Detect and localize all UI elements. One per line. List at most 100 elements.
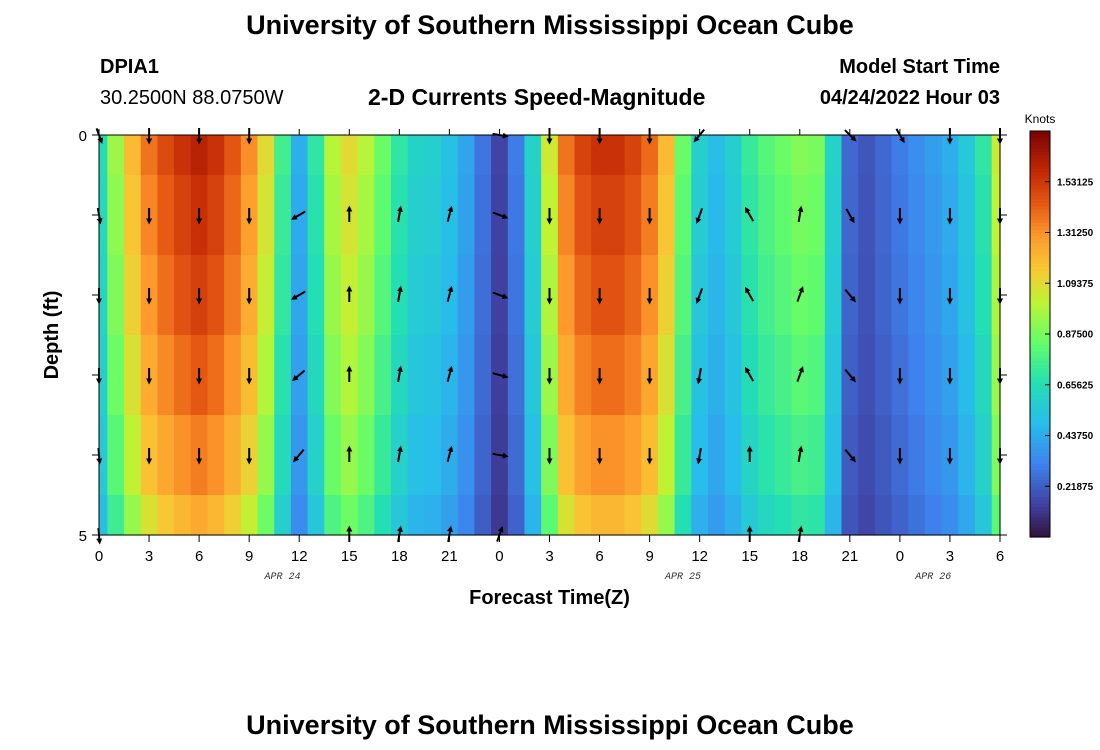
- heat-cell: [274, 255, 292, 336]
- colorbar-segment: [1030, 178, 1050, 183]
- heat-cell: [657, 175, 676, 256]
- heat-cell: [357, 415, 375, 496]
- current-vector-arrow: [744, 286, 755, 302]
- heat-cell: [457, 415, 476, 496]
- heat-cell: [758, 495, 776, 536]
- heat-cell: [641, 135, 659, 176]
- current-vector-arrow: [744, 206, 755, 222]
- heat-cell: [157, 135, 175, 176]
- colorbar-segment: [1030, 215, 1050, 220]
- heat-cell: [874, 255, 893, 336]
- heat-cell: [274, 415, 292, 496]
- heat-cell: [357, 135, 375, 176]
- heat-cell: [657, 495, 676, 536]
- colorbar-tick-label: 0.87500: [1057, 330, 1094, 341]
- colorbar-segment: [1030, 530, 1050, 535]
- heat-cell: [858, 335, 876, 416]
- heat-cell: [624, 495, 642, 536]
- colorbar-segment: [1030, 303, 1050, 308]
- heat-cell: [157, 255, 175, 336]
- heat-cell: [524, 415, 542, 496]
- heat-cell: [441, 495, 459, 536]
- heat-cell: [824, 495, 843, 536]
- colorbar-tick-label: 0.65625: [1057, 380, 1094, 391]
- colorbar-segment: [1030, 252, 1050, 257]
- heat-cell: [374, 415, 392, 496]
- heat-cell: [224, 175, 242, 256]
- heat-cell: [808, 255, 826, 336]
- colorbar-segment: [1030, 401, 1050, 406]
- heat-cell: [991, 495, 1001, 536]
- heat-cell: [574, 335, 592, 416]
- current-vector-arrow: [796, 286, 804, 302]
- heat-cell: [758, 255, 776, 336]
- heat-cell: [507, 135, 526, 176]
- heat-cell: [390, 495, 409, 536]
- heat-cell: [841, 495, 859, 536]
- heat-cell: [274, 335, 292, 416]
- heat-cell: [240, 495, 259, 536]
- heat-cell: [124, 415, 142, 496]
- colorbar-segment: [1030, 367, 1050, 372]
- heat-cell: [491, 135, 509, 176]
- heat-cell: [507, 495, 526, 536]
- heat-cell: [574, 135, 592, 176]
- current-vector-arrow: [396, 205, 403, 223]
- colorbar-segment: [1030, 435, 1050, 440]
- heat-cell: [424, 415, 442, 496]
- heat-cell: [457, 175, 476, 256]
- heat-cell: [99, 135, 108, 176]
- heat-cell: [407, 255, 425, 336]
- heat-cell: [541, 495, 559, 536]
- colorbar-segment: [1030, 212, 1050, 217]
- heat-cell: [991, 135, 1001, 176]
- heat-cell: [507, 335, 526, 416]
- heat-cell: [224, 335, 242, 416]
- heat-cell: [908, 255, 926, 336]
- heat-cell: [924, 415, 943, 496]
- heat-cell: [924, 495, 943, 536]
- current-vector-arrow: [845, 208, 855, 224]
- current-vector-arrow: [797, 445, 804, 463]
- heat-cell: [424, 495, 442, 536]
- heat-cell: [808, 175, 826, 256]
- colorbar-segment: [1030, 154, 1050, 159]
- x-tick-label: 0: [896, 548, 904, 565]
- heat-cell: [190, 495, 209, 536]
- heat-cell: [207, 135, 225, 176]
- current-vector-arrow: [446, 205, 454, 223]
- model-start-value: 04/24/2022 Hour 03: [819, 87, 1000, 109]
- colorbar-segment: [1030, 283, 1050, 288]
- y-tick-label: 0: [79, 128, 87, 145]
- heat-cell: [974, 135, 993, 176]
- x-tick-label: 9: [245, 548, 253, 565]
- heat-cell: [891, 135, 909, 176]
- colorbar-segment: [1030, 131, 1050, 135]
- heat-cell: [758, 135, 776, 176]
- heat-cell: [574, 255, 592, 336]
- heat-cell: [557, 135, 576, 176]
- heat-cell: [958, 175, 976, 256]
- colorbar-tick-label: 1.09375: [1057, 279, 1094, 290]
- heat-cell: [607, 135, 626, 176]
- heat-cell: [457, 335, 476, 416]
- heat-cell: [741, 495, 759, 536]
- heat-cell: [157, 335, 175, 416]
- heat-cell: [674, 135, 692, 176]
- heat-cell: [791, 135, 809, 176]
- heat-cell: [708, 135, 726, 176]
- y-tick-label: 5: [79, 528, 87, 545]
- heat-cell: [174, 415, 192, 496]
- colorbar-segment: [1030, 340, 1050, 345]
- colorbar-segment: [1030, 533, 1050, 538]
- heat-cell: [324, 415, 342, 496]
- heat-cell: [174, 135, 192, 176]
- heat-cell: [324, 135, 342, 176]
- station-id: DPIA1: [100, 56, 159, 78]
- colorbar-segment: [1030, 286, 1050, 291]
- heat-cell: [774, 335, 793, 416]
- current-vector-arrow: [797, 205, 804, 223]
- colorbar-segment: [1030, 147, 1050, 152]
- heat-cell: [224, 495, 242, 536]
- colorbar-segment: [1030, 499, 1050, 504]
